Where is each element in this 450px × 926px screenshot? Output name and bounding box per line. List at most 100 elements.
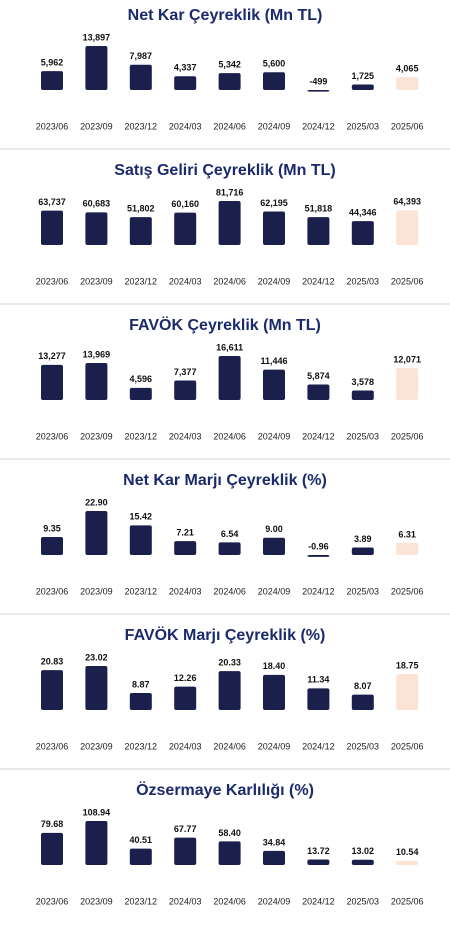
- value-label: 5,962: [41, 57, 64, 67]
- value-label: 16,611: [216, 342, 243, 352]
- chart-title: FAVÖK Çeyreklik (Mn TL): [129, 315, 321, 334]
- value-label: -0.96: [308, 541, 329, 551]
- x-tick-label: 2024/09: [258, 431, 291, 441]
- bar: [41, 670, 63, 710]
- x-tick-label: 2023/09: [80, 276, 113, 286]
- x-tick-label: 2023/12: [125, 896, 158, 906]
- value-label: 44,346: [349, 207, 377, 217]
- bar: [41, 832, 63, 865]
- bar: [263, 211, 285, 245]
- value-label: 4,337: [174, 63, 197, 73]
- bar: [174, 686, 197, 710]
- x-tick-label: 2024/06: [213, 121, 246, 131]
- value-label: 8.07: [354, 681, 372, 691]
- value-label: 12.26: [174, 673, 197, 683]
- value-label: 6.54: [221, 529, 239, 539]
- x-tick-label: 2024/09: [258, 121, 291, 131]
- value-label: 13.72: [307, 846, 330, 856]
- value-label: 7,377: [174, 367, 197, 377]
- x-tick-label: 2024/12: [302, 896, 335, 906]
- x-tick-label: 2024/03: [169, 896, 202, 906]
- bar: [396, 368, 419, 400]
- value-label: 13,277: [38, 351, 66, 361]
- bar: [129, 848, 152, 865]
- x-tick-label: 2025/03: [347, 586, 380, 596]
- x-tick-label: 2024/03: [169, 276, 202, 286]
- value-label: 11,446: [260, 356, 287, 366]
- bar: [307, 90, 330, 92]
- x-tick-label: 2023/06: [36, 586, 69, 596]
- x-tick-label: 2024/06: [213, 896, 246, 906]
- chart-title: Satış Geliri Çeyreklik (Mn TL): [114, 162, 335, 179]
- bar: [307, 688, 330, 710]
- bar: [263, 72, 285, 90]
- bar: [218, 841, 241, 865]
- value-label: 63,737: [38, 197, 66, 207]
- bar: [263, 369, 285, 400]
- value-label: 40.51: [130, 835, 153, 845]
- x-tick-label: 2023/06: [36, 431, 69, 441]
- bar: [263, 850, 285, 865]
- x-tick-label: 2024/12: [302, 276, 335, 286]
- value-label: 15.42: [130, 512, 153, 522]
- value-label: 5,342: [218, 59, 241, 69]
- bar: [218, 671, 241, 710]
- value-label: 4,596: [130, 374, 153, 384]
- value-label: 10.54: [396, 847, 419, 857]
- x-tick-label: 2023/06: [36, 276, 69, 286]
- value-label: 13,969: [83, 349, 111, 359]
- x-tick-label: 2023/12: [125, 121, 158, 131]
- value-label: 3.89: [354, 534, 372, 544]
- value-label: 60,160: [171, 199, 199, 209]
- x-tick-label: 2024/09: [258, 276, 291, 286]
- bar: [41, 364, 63, 400]
- bar: [351, 84, 374, 90]
- bar: [307, 217, 330, 245]
- chart-title: FAVÖK Marjı Çeyreklik (%): [125, 625, 326, 644]
- x-tick-label: 2025/06: [391, 276, 424, 286]
- bar: [307, 859, 330, 865]
- x-tick-label: 2024/12: [302, 586, 335, 596]
- value-label: 51,818: [305, 203, 333, 213]
- x-tick-label: 2025/06: [391, 741, 424, 751]
- bar: [41, 71, 63, 90]
- chart-title: Özsermaye Karlılığı (%): [136, 780, 314, 799]
- x-tick-label: 2023/06: [36, 741, 69, 751]
- x-tick-label: 2024/06: [213, 276, 246, 286]
- value-label: 18.75: [396, 661, 419, 671]
- bar: [351, 547, 374, 555]
- x-tick-label: 2025/06: [391, 896, 424, 906]
- x-tick-label: 2025/03: [347, 896, 380, 906]
- value-label: 5,874: [307, 371, 330, 381]
- x-tick-label: 2024/06: [213, 431, 246, 441]
- bar: [263, 537, 285, 555]
- bar: [351, 390, 374, 400]
- bar: [174, 380, 197, 400]
- value-label: 4,065: [396, 64, 419, 74]
- x-tick-label: 2024/09: [258, 586, 291, 596]
- bar: [396, 77, 419, 90]
- value-label: 22.90: [85, 497, 108, 507]
- x-tick-label: 2024/06: [213, 741, 246, 751]
- value-label: 7.21: [176, 528, 194, 538]
- value-label: 23.02: [85, 652, 108, 662]
- bar: [85, 821, 108, 865]
- value-label: 3,578: [352, 377, 375, 387]
- value-label: 7,987: [130, 51, 153, 61]
- bar: [85, 511, 108, 555]
- x-tick-label: 2023/12: [125, 586, 158, 596]
- bar: [307, 384, 330, 400]
- x-tick-label: 2024/03: [169, 121, 202, 131]
- x-tick-label: 2023/12: [125, 276, 158, 286]
- bar: [129, 525, 152, 555]
- value-label: 18.40: [263, 661, 286, 671]
- bar: [351, 694, 374, 710]
- x-tick-label: 2023/09: [80, 741, 113, 751]
- bar: [174, 837, 197, 865]
- chart-title: Net Kar Çeyreklik (Mn TL): [128, 7, 323, 24]
- value-label: 20.33: [218, 658, 241, 668]
- value-label: 20.83: [41, 657, 64, 667]
- value-label: 51,802: [127, 203, 155, 213]
- value-label: 9.00: [265, 524, 283, 534]
- bar: [218, 201, 241, 245]
